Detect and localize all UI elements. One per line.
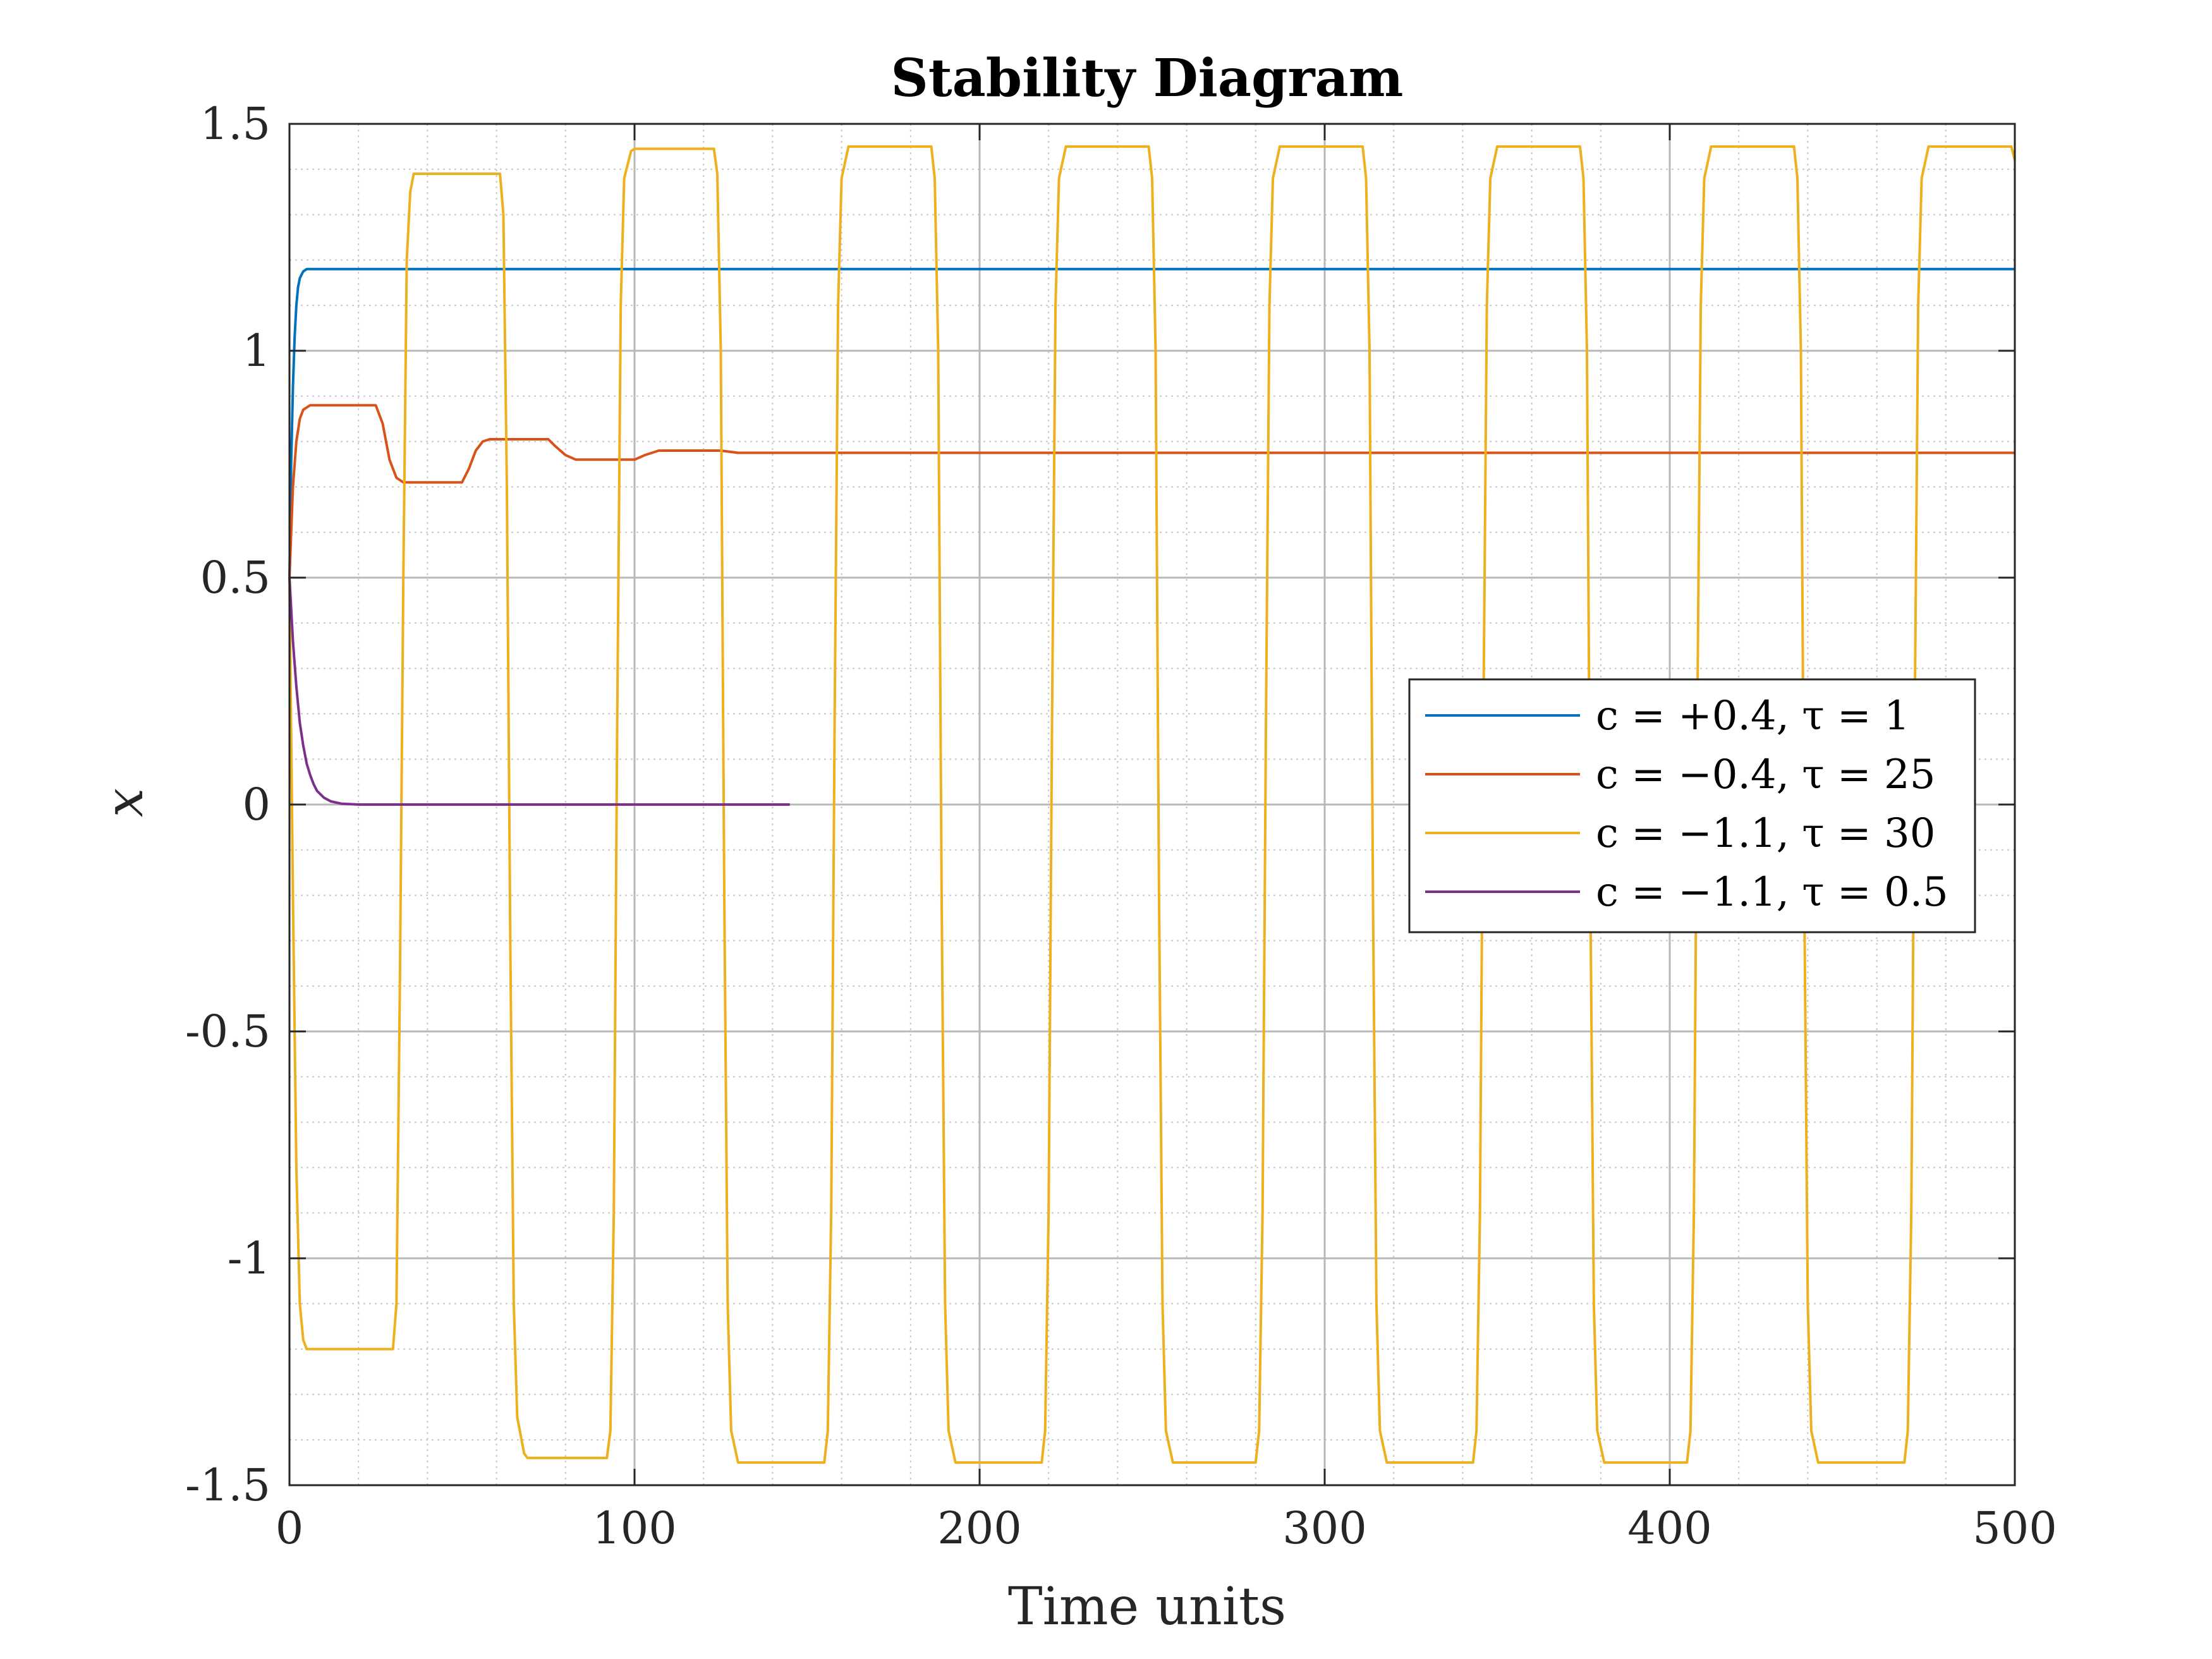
x-tick-label: 0 <box>276 1502 304 1554</box>
y-tick-labels: 1.5 1 0.5 0 -0.5 -1 -1.5 <box>185 98 270 1511</box>
y-tick-label: -1.5 <box>185 1459 270 1511</box>
y-axis-label: x <box>95 788 155 817</box>
y-tick-label: 1 <box>242 325 270 377</box>
legend-label-1: c = +0.4, τ = 1 <box>1596 693 1910 739</box>
chart-title: Stability Diagram <box>891 48 1404 109</box>
legend-label-2: c = −0.4, τ = 25 <box>1596 751 1935 798</box>
x-tick-label: 100 <box>592 1502 677 1554</box>
legend-label-3: c = −1.1, τ = 30 <box>1596 810 1935 857</box>
y-tick-label: 0.5 <box>200 552 270 604</box>
x-tick-labels: 0 100 200 300 400 500 <box>276 1502 2057 1554</box>
x-axis-label: Time units <box>1008 1577 1286 1637</box>
x-tick-label: 200 <box>937 1502 1022 1554</box>
series-line-2 <box>288 404 2015 578</box>
y-tick-label: 0 <box>242 779 270 830</box>
y-tick-label: 1.5 <box>200 98 270 150</box>
x-tick-label: 500 <box>1972 1502 2057 1554</box>
y-tick-label: -1 <box>228 1232 270 1284</box>
legend: c = +0.4, τ = 1 c = −0.4, τ = 25 c = −1.1,… <box>1408 678 1976 933</box>
x-tick-label: 300 <box>1282 1502 1367 1554</box>
legend-label-4: c = −1.1, τ = 0.5 <box>1596 869 1948 916</box>
y-tick-label: -0.5 <box>185 1006 270 1057</box>
series-line-4 <box>288 577 790 806</box>
legend-box <box>1408 678 1976 933</box>
series-line-1 <box>288 267 2015 578</box>
axis-ticks <box>288 123 2016 1486</box>
x-tick-label: 400 <box>1627 1502 1712 1554</box>
